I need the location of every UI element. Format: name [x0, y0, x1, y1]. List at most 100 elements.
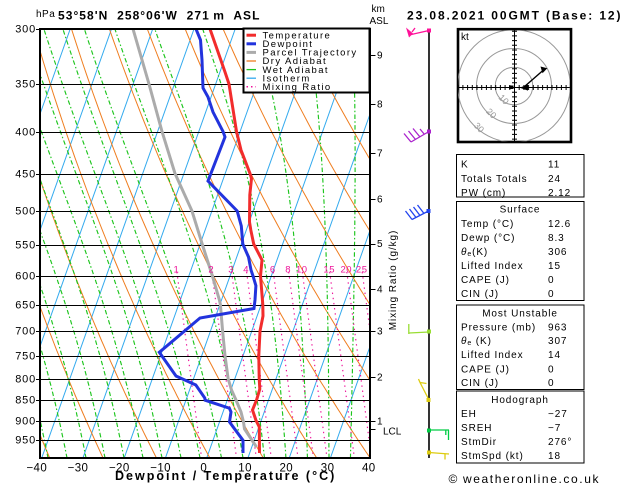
svg-text:5: 5 [377, 239, 383, 250]
svg-text:14: 14 [548, 350, 561, 361]
svg-text:4: 4 [243, 265, 249, 276]
svg-text:25: 25 [356, 265, 368, 276]
svg-text:6: 6 [270, 265, 276, 276]
svg-text:© weatheronline.co.uk: © weatheronline.co.uk [449, 472, 601, 486]
svg-text:Totals Totals: Totals Totals [461, 174, 528, 185]
svg-text:24: 24 [548, 174, 561, 185]
svg-text:700: 700 [15, 326, 36, 338]
svg-text:Dewp (°C): Dewp (°C) [461, 233, 515, 244]
svg-text:CAPE (J): CAPE (J) [461, 365, 510, 376]
svg-text:Mixing Ratio (g/kg): Mixing Ratio (g/kg) [388, 230, 399, 330]
svg-text:20: 20 [280, 463, 294, 475]
svg-text:600: 600 [15, 271, 36, 283]
svg-text:307: 307 [548, 336, 567, 347]
svg-text:900: 900 [15, 416, 36, 428]
svg-text:θe(K): θe(K) [461, 247, 488, 258]
svg-text:8.3: 8.3 [548, 233, 565, 244]
svg-text:276°: 276° [548, 437, 572, 448]
svg-text:23.08.2021 00GMT (Base: 12): 23.08.2021 00GMT (Base: 12) [407, 9, 622, 23]
svg-text:Mixing Ratio: Mixing Ratio [263, 82, 332, 93]
svg-text:306: 306 [548, 247, 567, 258]
svg-text:StmSpd (kt): StmSpd (kt) [461, 451, 524, 462]
svg-text:18: 18 [548, 451, 561, 462]
svg-text:30: 30 [321, 463, 335, 475]
svg-text:2: 2 [377, 373, 383, 384]
svg-text:950: 950 [15, 435, 36, 447]
svg-text:0: 0 [548, 365, 554, 376]
svg-text:10: 10 [497, 92, 511, 106]
svg-text:−30: −30 [68, 463, 89, 475]
svg-text:400: 400 [15, 127, 36, 139]
svg-text:0: 0 [548, 289, 554, 300]
svg-text:Temp (°C): Temp (°C) [461, 219, 514, 230]
svg-text:Temperature: Temperature [263, 30, 332, 41]
svg-text:450: 450 [15, 169, 36, 181]
svg-text:3: 3 [377, 327, 383, 338]
svg-text:20: 20 [484, 106, 498, 120]
svg-text:550: 550 [15, 240, 36, 252]
svg-text:PW (cm): PW (cm) [461, 188, 506, 199]
svg-text:θe (K): θe (K) [461, 336, 492, 347]
svg-text:−27: −27 [548, 409, 568, 420]
svg-text:800: 800 [15, 374, 36, 386]
svg-text:LCL: LCL [383, 427, 402, 438]
svg-text:15: 15 [323, 265, 335, 276]
svg-text:kt: kt [461, 32, 469, 43]
svg-text:500: 500 [15, 206, 36, 218]
svg-text:CIN (J): CIN (J) [461, 289, 499, 300]
svg-text:ASL: ASL [370, 16, 389, 27]
svg-text:1: 1 [377, 417, 383, 428]
svg-text:Hodograph: Hodograph [491, 395, 549, 406]
svg-text:4: 4 [377, 285, 383, 296]
svg-text:750: 750 [15, 351, 36, 363]
svg-text:hPa: hPa [36, 9, 55, 20]
svg-text:963: 963 [548, 323, 567, 334]
svg-text:6: 6 [377, 195, 383, 206]
svg-text:−20: −20 [109, 463, 130, 475]
svg-text:CIN (J): CIN (J) [461, 378, 499, 389]
svg-text:7: 7 [377, 149, 383, 160]
svg-text:53°58'N 258°06'W 271 m ASL: 53°58'N 258°06'W 271 m ASL [58, 9, 260, 23]
svg-text:Most Unstable: Most Unstable [482, 309, 558, 320]
svg-text:9: 9 [377, 51, 383, 62]
svg-text:K: K [461, 160, 469, 171]
svg-text:EH: EH [461, 409, 477, 420]
svg-text:km: km [372, 4, 385, 15]
svg-text:10: 10 [238, 463, 252, 475]
svg-text:8: 8 [285, 265, 291, 276]
svg-text:Surface: Surface [500, 205, 541, 216]
svg-text:Lifted Index: Lifted Index [461, 261, 524, 272]
svg-text:300: 300 [15, 24, 36, 36]
svg-text:Lifted Index: Lifted Index [461, 350, 524, 361]
svg-text:Dry Adiabat: Dry Adiabat [263, 56, 328, 67]
svg-text:Dewpoint / Temperature (°C): Dewpoint / Temperature (°C) [115, 469, 336, 483]
svg-text:350: 350 [15, 79, 36, 91]
svg-text:SREH: SREH [461, 423, 492, 434]
svg-text:Wet Adiabat: Wet Adiabat [263, 65, 329, 76]
svg-text:Pressure (mb): Pressure (mb) [461, 323, 536, 334]
svg-text:2.12: 2.12 [548, 188, 571, 199]
svg-text:11: 11 [548, 160, 560, 171]
svg-text:−10: −10 [150, 463, 171, 475]
svg-text:−40: −40 [26, 463, 47, 475]
svg-text:1: 1 [174, 265, 180, 276]
svg-text:2: 2 [208, 265, 214, 276]
svg-text:0: 0 [548, 378, 554, 389]
svg-text:CAPE (J): CAPE (J) [461, 275, 510, 286]
svg-text:0: 0 [200, 463, 207, 475]
svg-text:40: 40 [362, 463, 376, 475]
svg-text:10: 10 [296, 265, 308, 276]
svg-text:850: 850 [15, 395, 36, 407]
svg-text:−7: −7 [548, 423, 561, 434]
svg-text:0: 0 [548, 275, 554, 286]
svg-text:15: 15 [548, 261, 561, 272]
svg-text:3: 3 [228, 265, 234, 276]
svg-text:Isotherm: Isotherm [263, 73, 311, 84]
svg-text:StmDir: StmDir [461, 437, 497, 448]
svg-text:Parcel Trajectory: Parcel Trajectory [263, 48, 358, 59]
svg-text:12.6: 12.6 [548, 219, 571, 230]
svg-text:8: 8 [377, 100, 383, 111]
svg-text:650: 650 [15, 300, 36, 312]
svg-text:Dewpoint: Dewpoint [263, 39, 314, 50]
svg-text:20: 20 [341, 265, 353, 276]
